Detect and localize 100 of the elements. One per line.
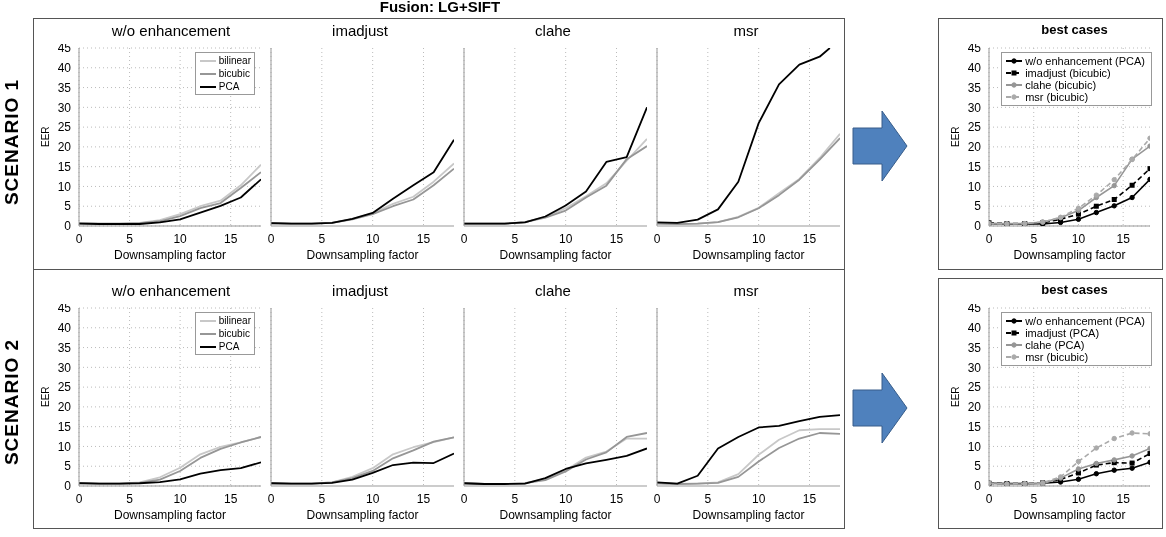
x-tick-label: 0	[985, 491, 993, 506]
chart-title: w/o enhancement	[111, 282, 231, 299]
y-tick-label: 30	[57, 100, 72, 115]
y-tick-label: 35	[967, 340, 982, 355]
y-tick-label: 15	[57, 419, 72, 434]
x-tick-label: 10	[173, 491, 188, 506]
legend-label: w/o enhancement (PCA)	[1025, 55, 1145, 67]
y-tick-label: 45	[57, 41, 72, 56]
x-tick-label: 10	[558, 491, 573, 506]
x-tick-label: 15	[223, 491, 238, 506]
y-tick-label: 5	[64, 199, 72, 214]
x-tick-label: 0	[267, 491, 275, 506]
legend-label: clahe (PCA)	[1025, 339, 1085, 351]
y-tick-label: 40	[967, 321, 982, 336]
y-tick-label: 25	[57, 380, 72, 395]
y-tick-label: 35	[57, 80, 72, 95]
y-tick-label: 10	[967, 179, 982, 194]
x-tick-label: 15	[416, 231, 431, 246]
chart-title: best cases	[1041, 22, 1108, 37]
chart-title: w/o enhancement	[111, 22, 231, 39]
chart-title: msr	[732, 282, 760, 301]
legend-label: bilinear	[218, 314, 251, 327]
x-tick-label: 0	[653, 491, 661, 506]
y-tick-label: 35	[57, 340, 72, 355]
legend-label: bilinear	[218, 54, 251, 67]
y-tick-label: 5	[974, 459, 982, 474]
x-tick-label: 0	[460, 231, 468, 246]
x-axis-title: Downsampling factor	[692, 248, 805, 262]
y-tick-label: 5	[974, 199, 982, 214]
x-axis-title: Downsampling factor	[113, 248, 227, 262]
legend-label: bicubic	[218, 327, 250, 340]
x-axis-title: Downsampling factor	[692, 508, 805, 522]
text: SCENARIO 2	[1, 338, 23, 466]
x-tick-label: 5	[704, 231, 712, 246]
x-tick-label: 0	[267, 231, 275, 246]
y-tick-label: 45	[967, 41, 982, 56]
x-axis-title: Downsampling factor	[1013, 248, 1126, 262]
legend-label: msr (bicubic)	[1025, 91, 1089, 103]
x-tick-label: 5	[511, 491, 519, 506]
x-tick-label: 0	[75, 231, 83, 246]
x-tick-label: 15	[1116, 491, 1131, 506]
y-tick-label: 10	[57, 439, 72, 454]
legend-label: msr (bicubic)	[1025, 351, 1089, 363]
x-tick-label: 5	[126, 491, 134, 506]
text: Fusion: LG+SIFT	[378, 0, 502, 15]
y-axis-title: EER	[39, 386, 51, 407]
x-tick-label: 5	[126, 231, 134, 246]
x-axis-title: Downsampling factor	[113, 508, 227, 522]
x-tick-label: 15	[802, 491, 817, 506]
chart-title: imadjust	[331, 282, 389, 301]
x-tick-label: 10	[173, 231, 188, 246]
legend-label: PCA	[218, 340, 240, 353]
y-tick-label: 0	[64, 219, 72, 234]
y-tick-label: 45	[967, 301, 982, 316]
legend-label: imadjust (PCA)	[1025, 327, 1100, 339]
y-axis-title: EER	[949, 386, 961, 407]
y-tick-label: 25	[967, 120, 982, 135]
x-tick-label: 0	[75, 491, 83, 506]
x-axis-title: Downsampling factor	[499, 248, 612, 262]
x-tick-label: 15	[609, 491, 624, 506]
y-tick-label: 0	[974, 219, 982, 234]
x-tick-label: 15	[416, 491, 431, 506]
x-tick-label: 10	[1071, 491, 1086, 506]
y-tick-label: 20	[57, 140, 72, 155]
chart-title: imadjust	[331, 22, 389, 41]
legend-label: w/o enhancement (PCA)	[1025, 315, 1145, 327]
y-tick-label: 25	[57, 120, 72, 135]
chart-title: clahe	[534, 22, 572, 41]
y-tick-label: 35	[967, 80, 982, 95]
x-tick-label: 10	[365, 231, 380, 246]
x-tick-label: 10	[751, 231, 766, 246]
y-tick-label: 20	[967, 400, 982, 415]
y-tick-label: 40	[57, 321, 72, 336]
chart-title: clahe	[534, 282, 572, 301]
x-tick-label: 5	[511, 231, 519, 246]
x-tick-label: 5	[318, 491, 326, 506]
y-tick-label: 30	[967, 100, 982, 115]
x-tick-label: 15	[609, 231, 624, 246]
y-tick-label: 40	[57, 61, 72, 76]
y-tick-label: 15	[967, 159, 982, 174]
chart-title: msr	[732, 22, 760, 41]
x-tick-label: 10	[1071, 231, 1086, 246]
legend-label: imadjust (bicubic)	[1025, 67, 1111, 79]
legend-label: PCA	[218, 80, 240, 93]
y-tick-label: 30	[967, 360, 982, 375]
y-tick-label: 5	[64, 459, 72, 474]
text: SCENARIO 1	[1, 78, 23, 206]
y-tick-label: 15	[967, 419, 982, 434]
x-tick-label: 10	[751, 491, 766, 506]
y-tick-label: 30	[57, 360, 72, 375]
x-tick-label: 5	[1030, 491, 1038, 506]
legend-label: bicubic	[218, 67, 250, 80]
y-tick-label: 45	[57, 301, 72, 316]
legend-label: clahe (bicubic)	[1025, 79, 1097, 91]
y-tick-label: 10	[57, 179, 72, 194]
x-tick-label: 15	[223, 231, 238, 246]
y-axis-title: EER	[39, 126, 51, 147]
x-tick-label: 5	[1030, 231, 1038, 246]
x-tick-label: 15	[1116, 231, 1131, 246]
y-tick-label: 40	[967, 61, 982, 76]
